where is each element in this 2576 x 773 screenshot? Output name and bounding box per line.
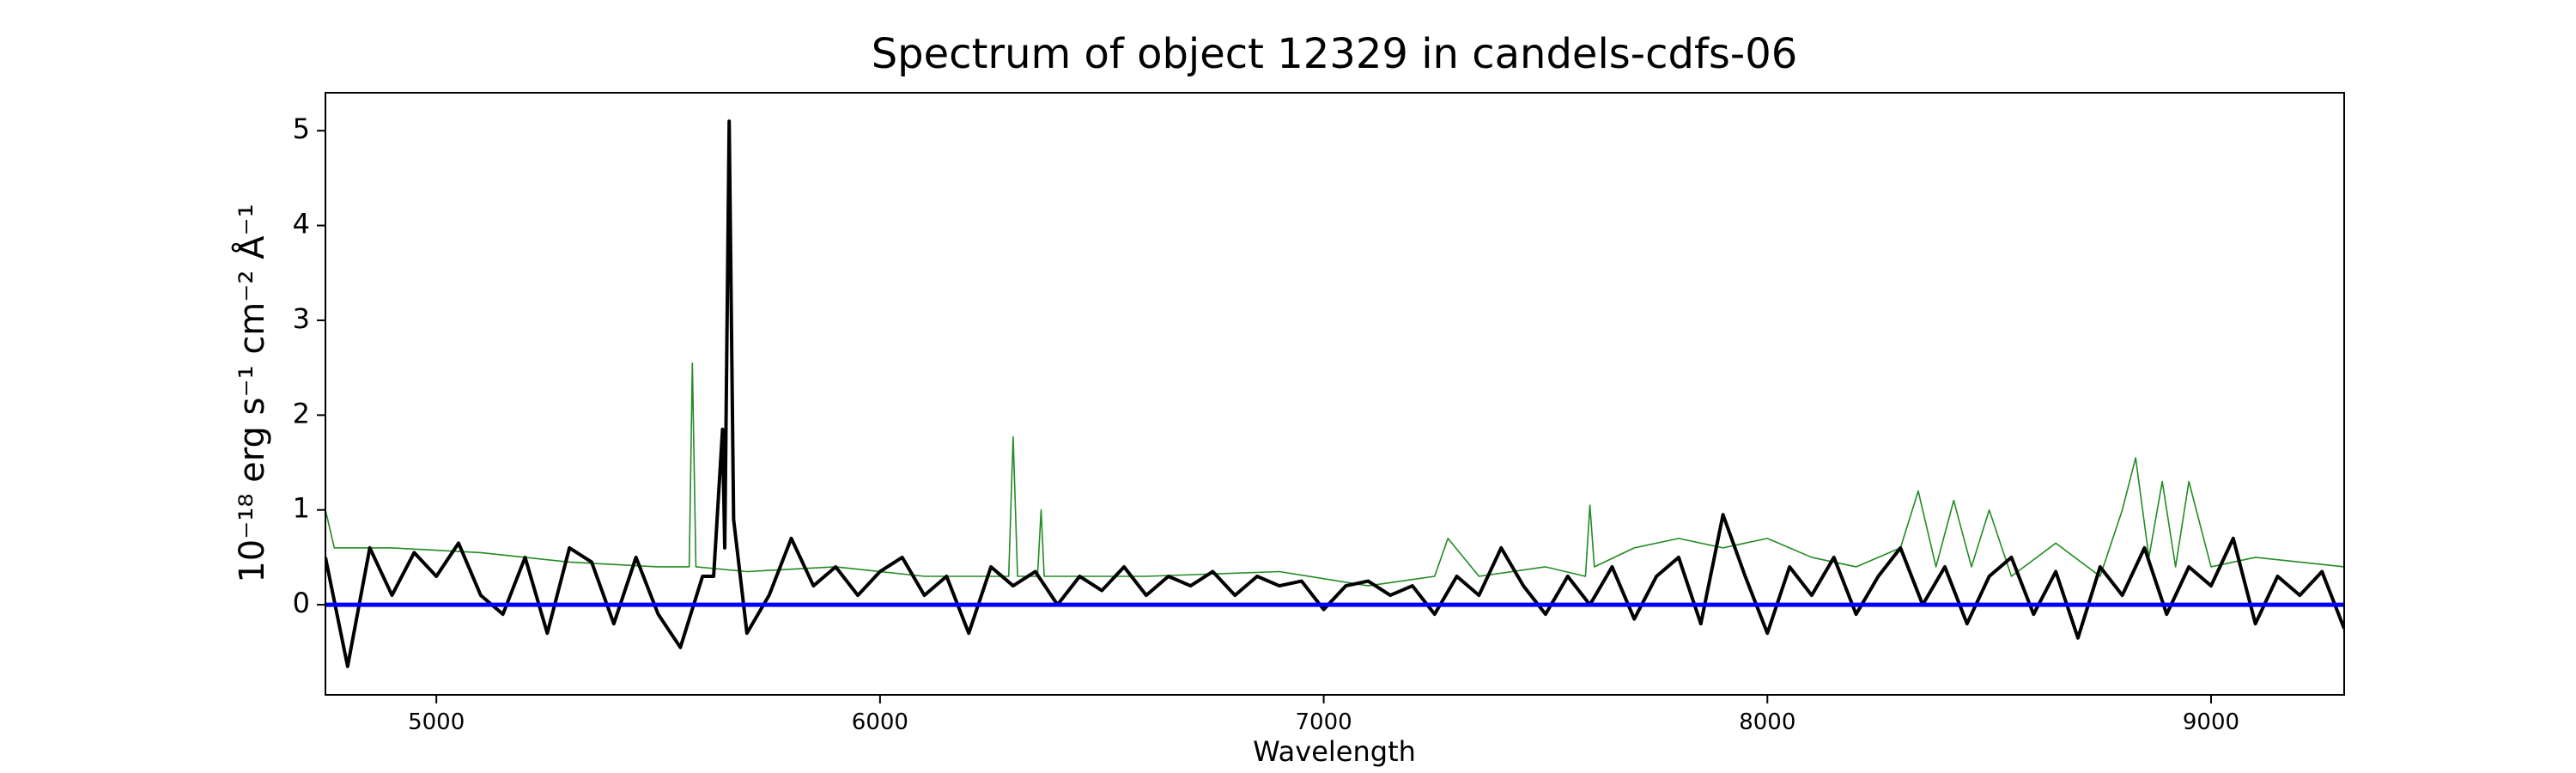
spectrum-line [325,362,2344,587]
plot-frame [325,92,2345,696]
chart-title: Spectrum of object 12329 in candels-cdfs… [872,30,1798,78]
x-axis-label: Wavelength [1253,735,1416,768]
y-tick-label: 5 [293,113,310,145]
y-tick-label: 2 [293,397,310,429]
y-tick-label: 0 [293,587,310,619]
spectrum-line [325,119,2344,668]
y-tick-label: 4 [293,208,310,240]
x-tick-label: 5000 [408,709,465,735]
y-axis-label: 10⁻¹⁸ erg s⁻¹ cm⁻² Å⁻¹ [231,204,272,582]
x-tick-label: 9000 [2183,709,2239,735]
x-tick-label: 7000 [1295,709,1352,735]
y-tick-label: 3 [293,302,310,335]
x-tick-label: 6000 [852,709,908,735]
x-tick-label: 8000 [1739,709,1795,735]
y-tick-label: 1 [293,492,310,525]
